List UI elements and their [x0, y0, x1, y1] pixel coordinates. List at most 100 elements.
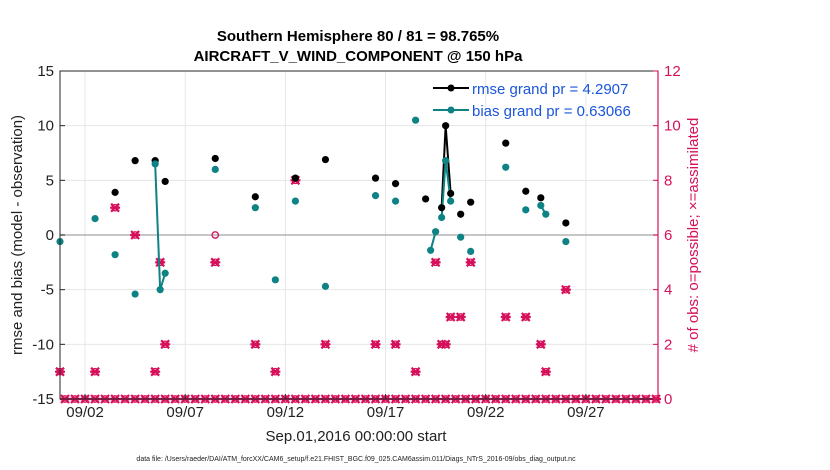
- bias-point: [151, 160, 159, 168]
- legend: rmse grand pr = 4.2907 bias grand pr = 0…: [433, 81, 631, 120]
- obs-assimilated-marker: [440, 339, 451, 350]
- rmse-point: [447, 189, 455, 198]
- y-tick-label-right: 2: [664, 336, 672, 353]
- bias-point: [371, 192, 380, 200]
- bias-point: [321, 282, 330, 290]
- x-tick-label: 09/02: [66, 404, 104, 421]
- x-tick-label: 09/17: [367, 404, 405, 421]
- rmse-point: [161, 177, 169, 186]
- obs-assimilated-marker: [210, 257, 221, 268]
- y-tick-label-right: 4: [664, 282, 672, 299]
- rmse-point: [522, 187, 530, 195]
- obs-assimilated-marker: [155, 257, 166, 268]
- bias-point: [111, 251, 119, 259]
- y-tick-label-right: 8: [664, 172, 672, 189]
- x-tick-label: 09/07: [166, 404, 204, 421]
- y-tick-label-left: -10: [32, 336, 54, 353]
- y-tick-label-left: -5: [41, 282, 54, 299]
- bias-point: [457, 233, 465, 241]
- rmse-point: [442, 122, 450, 130]
- bias-point: [562, 237, 570, 246]
- obs-assimilated-marker: [560, 284, 571, 295]
- rmse-point: [537, 194, 545, 202]
- bias-point: [271, 276, 279, 284]
- bias-point: [251, 204, 259, 212]
- bias-point: [438, 213, 446, 222]
- legend-bias-marker: [447, 106, 455, 114]
- legend-bias-label: bias grand pr = 0.63066: [472, 103, 631, 120]
- obs-assimilated-marker: [520, 312, 531, 322]
- bias-point: [91, 215, 99, 223]
- obs-assimilated-marker: [465, 257, 476, 268]
- bias-point: [156, 286, 164, 294]
- y-tick-label-left: 15: [37, 63, 54, 80]
- bias-point: [442, 157, 450, 165]
- obs-assimilated-marker: [90, 366, 101, 377]
- obs-assimilated-marker: [150, 366, 161, 377]
- legend-rmse-label: rmse grand pr = 4.2907: [472, 81, 628, 98]
- rmse-point: [291, 174, 299, 182]
- bias-point: [291, 197, 299, 205]
- obs-assimilated-marker: [455, 312, 466, 322]
- bias-point: [447, 197, 455, 205]
- bias-point: [427, 246, 435, 254]
- obs-assimilated-marker: [500, 312, 511, 322]
- bias-point: [542, 210, 550, 218]
- rmse-point: [321, 155, 330, 164]
- bias-point: [432, 228, 440, 236]
- obs-assimilated-marker: [540, 366, 551, 377]
- bias-point: [522, 206, 530, 214]
- x-tick-label: 09/27: [567, 404, 605, 421]
- rmse-point: [371, 174, 380, 182]
- obs-assimilated-marker: [445, 312, 456, 322]
- obs-assimilated-marker: [160, 339, 171, 350]
- obs-assimilated-marker: [130, 230, 141, 240]
- x-axis-label: Sep.01,2016 00:00:00 start: [266, 428, 448, 445]
- obs-assimilated-marker: [250, 339, 261, 350]
- bias-point: [467, 247, 475, 255]
- rmse-point: [391, 180, 400, 188]
- obs-assimilated-marker: [320, 339, 331, 350]
- y-axis-label-left: rmse and bias (model - observation): [9, 115, 26, 355]
- bias-point: [411, 116, 420, 124]
- obs-assimilated-marker: [110, 202, 121, 213]
- bias-point: [391, 197, 400, 205]
- obs-assimilated-marker: [535, 339, 546, 350]
- y-axis-label-right: # of obs: o=possible; ×=assimilated: [685, 118, 702, 353]
- y-tick-label-right: 6: [664, 227, 672, 244]
- x-tick-label: 09/12: [267, 404, 305, 421]
- y-tick-label-right: 0: [664, 391, 672, 408]
- x-tick-label: 09/22: [467, 404, 505, 421]
- rmse-point: [438, 204, 446, 212]
- bias-segment: [154, 163, 162, 290]
- rmse-point: [467, 198, 475, 206]
- chart-title-line1: Southern Hemisphere 80 / 81 = 98.765%: [217, 28, 499, 45]
- y-tick-label-left: 5: [46, 172, 54, 189]
- footer-data-file: data file: /Users/raeder/DAI/ATM_forcXX/…: [136, 456, 576, 463]
- y-tick-label-right: 10: [664, 118, 681, 135]
- y-tick-label-left: 0: [46, 227, 54, 244]
- bias-point: [537, 201, 545, 210]
- obs-assimilated-marker: [410, 366, 421, 377]
- y-tick-label-right: 12: [664, 63, 681, 80]
- bias-point: [131, 290, 139, 298]
- bias-point: [211, 165, 219, 173]
- bias-point: [502, 163, 510, 171]
- obs-possible-marker: [211, 231, 220, 239]
- axes-ticks: 09/02 09/07 09/12 09/17 09/22 09/27 -15 -10 -5 0 5…: [32, 63, 680, 421]
- obs-assimilated-marker: [390, 339, 401, 350]
- obs-assimilated-marker: [270, 366, 281, 377]
- chart-title-line2: AIRCRAFT_V_WIND_COMPONENT @ 150 hPa: [194, 48, 524, 65]
- rmse-point: [562, 219, 570, 227]
- rmse-point: [502, 139, 510, 147]
- rmse-point: [251, 193, 259, 201]
- legend-rmse-marker: [447, 84, 455, 92]
- rmse-point: [422, 195, 430, 203]
- y-tick-label-left: 10: [37, 118, 54, 135]
- rmse-point: [131, 157, 139, 165]
- rmse-point: [111, 188, 119, 196]
- rmse-point: [457, 210, 465, 218]
- y-tick-label-left: -15: [32, 391, 54, 408]
- obs-assimilated-marker: [370, 339, 381, 350]
